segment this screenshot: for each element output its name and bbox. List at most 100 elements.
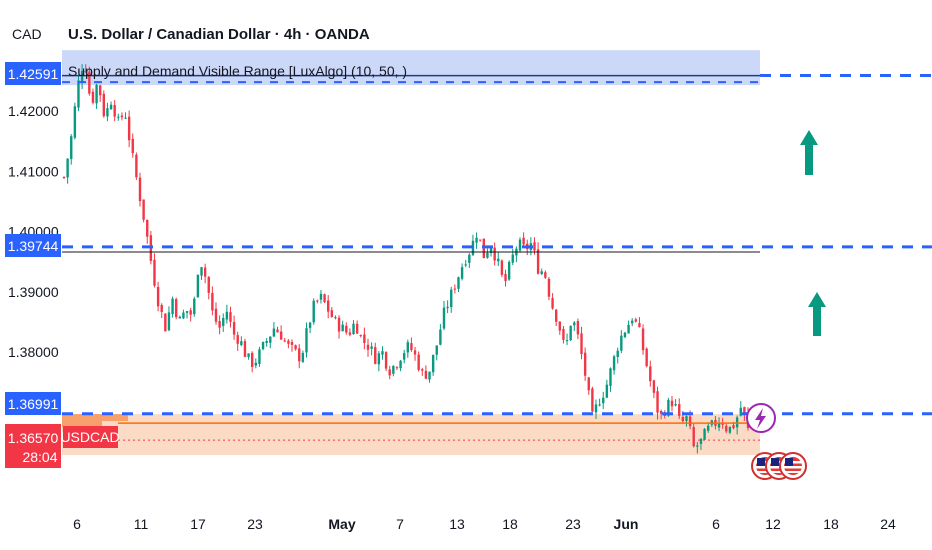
candle-body: [131, 138, 134, 154]
candle-body: [189, 310, 192, 315]
x-tick-label: 12: [765, 516, 781, 532]
candle-body: [431, 354, 435, 373]
candle-body: [688, 416, 692, 427]
x-tick-label: 11: [134, 516, 149, 532]
demand-zone: [62, 414, 760, 456]
candle-body: [207, 276, 210, 293]
candle-body: [70, 136, 73, 160]
candle-body: [410, 343, 413, 351]
candle-body: [609, 368, 612, 386]
candle-body: [153, 259, 156, 286]
candle-body: [80, 70, 84, 83]
candle-body: [305, 328, 308, 353]
currency-label: CAD: [12, 26, 42, 42]
candle-body: [363, 334, 366, 343]
candle-body: [193, 298, 196, 315]
candle-body: [214, 308, 218, 322]
lightning-event-icon[interactable]: [746, 403, 776, 433]
candle-body: [551, 298, 554, 309]
candle-body: [428, 371, 431, 380]
price-tag-top-text: 1.42591: [8, 66, 59, 82]
candle-body: [649, 366, 652, 382]
candle-body: [294, 345, 297, 350]
candle-body: [247, 353, 250, 357]
candle-body: [692, 427, 695, 447]
candle-body: [348, 332, 352, 335]
candle-body: [374, 347, 377, 364]
candle-body: [178, 316, 182, 319]
candle-body: [562, 328, 565, 340]
x-tick-label: 6: [73, 516, 81, 532]
candle-body: [258, 349, 261, 364]
price-tag-mid-level: 1.39744: [5, 234, 61, 257]
candle-body: [699, 438, 703, 444]
candle-body: [623, 332, 627, 338]
candle-body: [478, 239, 482, 241]
candle-body: [269, 336, 272, 343]
candle-body: [453, 288, 457, 290]
candle-body: [645, 348, 648, 367]
candle-body: [641, 328, 645, 351]
candle-body: [142, 199, 145, 220]
candle-body: [725, 425, 728, 432]
candle-body: [185, 311, 189, 313]
candle-body: [620, 335, 623, 351]
chart-title[interactable]: U.S. Dollar / Canadian Dollar · 4h · OAN…: [68, 26, 370, 43]
candles-layer: [62, 64, 750, 454]
x-tick-label: Jun: [614, 516, 639, 532]
candle-body: [533, 242, 536, 251]
candle-body: [341, 324, 344, 332]
candle-body: [587, 377, 590, 391]
candle-body: [182, 312, 185, 319]
candle-body: [522, 237, 525, 245]
candle-body: [377, 353, 381, 365]
price-tag-last: 1.36570 28:04: [5, 424, 61, 468]
candle-body: [638, 323, 641, 328]
candle-body: [370, 346, 373, 349]
candle-body: [395, 367, 399, 369]
x-tick-label: 6: [712, 516, 720, 532]
candle-body: [171, 298, 174, 315]
demand-ramp-block: [62, 414, 128, 422]
candle-body: [706, 425, 710, 431]
candle-body: [507, 261, 511, 280]
candle-body: [243, 341, 247, 357]
up-arrow-icon[interactable]: [800, 130, 818, 175]
x-tick-label: 7: [396, 516, 404, 532]
us-flag-icon[interactable]: [779, 452, 807, 480]
x-tick-label: 17: [190, 516, 206, 532]
candle-body: [330, 310, 334, 318]
candle-body: [594, 404, 598, 413]
candle-body: [73, 106, 77, 138]
candle-body: [616, 350, 619, 358]
candle-body: [102, 93, 106, 117]
candle-body: [417, 354, 420, 370]
candle-body: [98, 85, 102, 96]
candle-body: [222, 318, 225, 326]
candle-body: [174, 299, 178, 318]
candle-body: [225, 311, 229, 320]
symbol-tag-text: USDCAD: [60, 429, 119, 445]
candle-body: [160, 304, 163, 313]
candle-body: [591, 388, 594, 412]
x-axis[interactable]: 6 11 17 23 May 7 13 18 23 Jun 6 12 18 24: [73, 516, 896, 532]
candle-body: [279, 331, 283, 340]
candle-body: [457, 277, 460, 289]
candle-body: [167, 312, 171, 331]
price-tag-mid-text: 1.39744: [8, 238, 59, 254]
candle-body: [670, 400, 674, 407]
price-tag-last-text: 1.36570: [8, 430, 59, 446]
candle-body: [475, 237, 478, 243]
x-tick-label: 23: [565, 516, 581, 532]
candle-body: [381, 351, 384, 355]
candle-body: [196, 274, 200, 298]
candle-body: [554, 309, 558, 322]
candle-body: [424, 370, 428, 379]
candle-body: [468, 254, 471, 263]
supply-zone: [62, 50, 760, 86]
candle-body: [486, 252, 489, 258]
up-arrow-icon[interactable]: [808, 292, 826, 336]
demand-ramp-block: [62, 421, 102, 428]
indicator-label[interactable]: Supply and Demand Visible Range [LuxAlgo…: [68, 63, 407, 79]
